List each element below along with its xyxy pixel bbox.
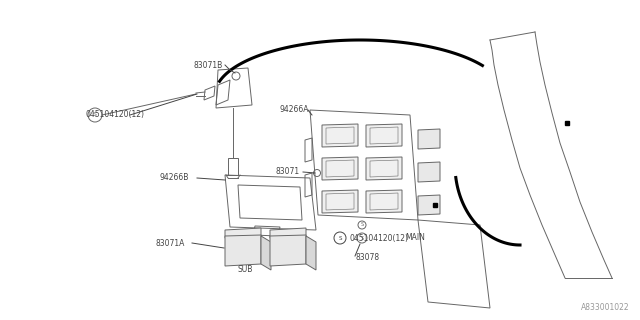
Polygon shape (322, 190, 358, 213)
Text: 94266A: 94266A (280, 106, 310, 115)
Polygon shape (306, 236, 316, 270)
Text: 94266B: 94266B (160, 173, 189, 182)
Polygon shape (366, 124, 402, 147)
Text: A833001022: A833001022 (581, 303, 630, 312)
Text: S: S (360, 236, 364, 241)
Polygon shape (418, 162, 440, 182)
Polygon shape (270, 228, 306, 238)
Polygon shape (225, 228, 261, 238)
Polygon shape (225, 235, 261, 266)
Text: 045104120(12): 045104120(12) (350, 234, 409, 243)
Polygon shape (322, 157, 358, 180)
Text: S: S (93, 113, 97, 117)
Polygon shape (270, 235, 306, 266)
Text: S: S (360, 222, 364, 228)
Text: 83071A: 83071A (155, 238, 184, 247)
Text: SUB: SUB (237, 266, 252, 275)
Text: 83071B: 83071B (193, 60, 222, 69)
Text: 045104120(12): 045104120(12) (85, 110, 144, 119)
Polygon shape (322, 124, 358, 147)
Text: 83078: 83078 (355, 253, 379, 262)
Polygon shape (366, 157, 402, 180)
Polygon shape (418, 195, 440, 215)
Polygon shape (366, 190, 402, 213)
Polygon shape (418, 129, 440, 149)
Text: S: S (339, 236, 342, 241)
Polygon shape (261, 236, 271, 270)
Text: 83071: 83071 (275, 167, 299, 177)
Text: MAIN: MAIN (405, 234, 425, 243)
